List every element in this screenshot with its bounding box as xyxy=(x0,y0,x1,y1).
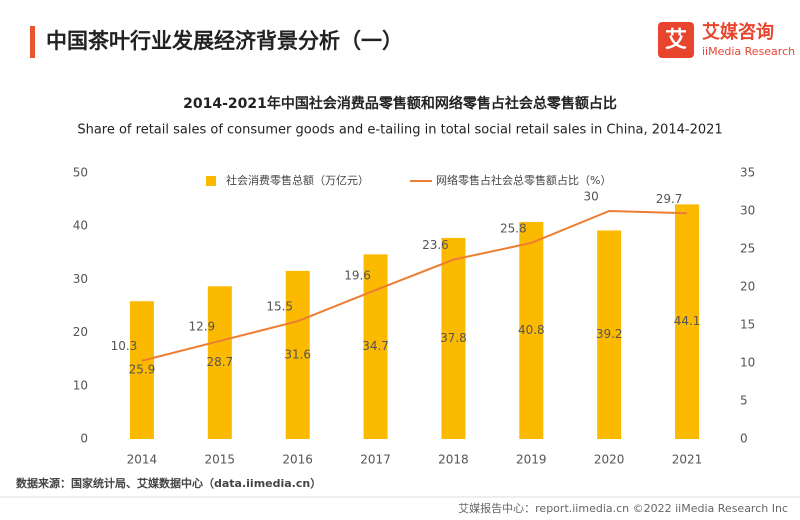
bar xyxy=(519,221,544,439)
bar xyxy=(441,237,466,439)
logo-name: 艾媒咨询 xyxy=(702,21,774,43)
bar-value-label: 40.8 xyxy=(518,323,545,337)
y2-tick-label: 15 xyxy=(740,318,755,332)
line-value-label: 15.5 xyxy=(266,300,293,314)
bar-value-label: 37.8 xyxy=(440,331,467,345)
line-value-label: 10.3 xyxy=(111,339,138,353)
bar-value-label: 25.9 xyxy=(129,363,156,377)
chart-title: 2014-2021年中国社会消费品零售额和网络零售占社会总零售额占比 xyxy=(183,95,617,112)
line-value-label: 30 xyxy=(584,190,599,204)
chart-subtitle: Share of retail sales of consumer goods … xyxy=(77,123,722,138)
x-tick-label: 2017 xyxy=(360,453,391,467)
bar-value-label: 44.1 xyxy=(674,314,701,328)
footer: 艾媒报告中心：report.iimedia.cn ©2022 iiMedia R… xyxy=(458,501,788,515)
page-title: 中国茶叶行业发展经济背景分析（一） xyxy=(46,29,403,53)
bar xyxy=(129,301,154,439)
line xyxy=(141,209,688,362)
y2-tick-label: 30 xyxy=(740,204,755,218)
bar xyxy=(285,270,310,439)
bar-value-label: 31.6 xyxy=(284,347,311,361)
y-tick-label: 30 xyxy=(73,272,88,286)
line-value-label: 23.6 xyxy=(422,238,449,252)
y-tick-label: 50 xyxy=(73,166,88,180)
line-value-label: 19.6 xyxy=(344,269,371,283)
x-tick-label: 2020 xyxy=(594,453,625,467)
y-tick-label: 20 xyxy=(73,325,88,339)
logo-box xyxy=(658,22,694,58)
line-value-label: 12.9 xyxy=(188,319,215,333)
y2-tick-label: 20 xyxy=(740,280,755,294)
y-tick-label: 40 xyxy=(73,219,88,233)
line-value-label: 25.8 xyxy=(500,221,527,235)
bar xyxy=(207,286,232,439)
bar-value-label: 28.7 xyxy=(206,355,233,369)
bar-value-label: 34.7 xyxy=(362,339,389,353)
bar-value-label: 39.2 xyxy=(596,327,623,341)
y-tick-label: 0 xyxy=(80,432,88,446)
bar xyxy=(675,204,700,439)
x-tick-label: 2018 xyxy=(438,453,469,467)
y-tick-label: 10 xyxy=(73,378,88,392)
y2-tick-label: 25 xyxy=(740,242,755,256)
title-accent xyxy=(30,26,35,58)
x-tick-label: 2015 xyxy=(205,453,236,467)
x-tick-label: 2014 xyxy=(127,453,158,467)
line-value-label: 29.7 xyxy=(656,192,683,206)
x-tick-label: 2021 xyxy=(672,453,703,467)
x-tick-label: 2019 xyxy=(516,453,547,467)
legend-label: 网络零售占社会总零售额占比（%） xyxy=(436,173,611,187)
legend-label: 社会消费零售总额（万亿元） xyxy=(226,173,369,187)
y2-tick-label: 0 xyxy=(740,432,748,446)
source: 数据来源：国家统计局、艾媒数据中心（data.iimedia.cn） xyxy=(16,476,321,490)
x-tick-label: 2016 xyxy=(282,453,313,467)
logo-icon: 艾 xyxy=(665,28,687,53)
logo-sub: iiMedia Research xyxy=(702,45,795,58)
y2-tick-label: 5 xyxy=(740,394,748,408)
bar xyxy=(597,230,622,439)
bar xyxy=(363,254,388,439)
y2-tick-label: 35 xyxy=(740,166,755,180)
y2-tick-label: 10 xyxy=(740,356,755,370)
legend-swatch xyxy=(206,176,216,186)
